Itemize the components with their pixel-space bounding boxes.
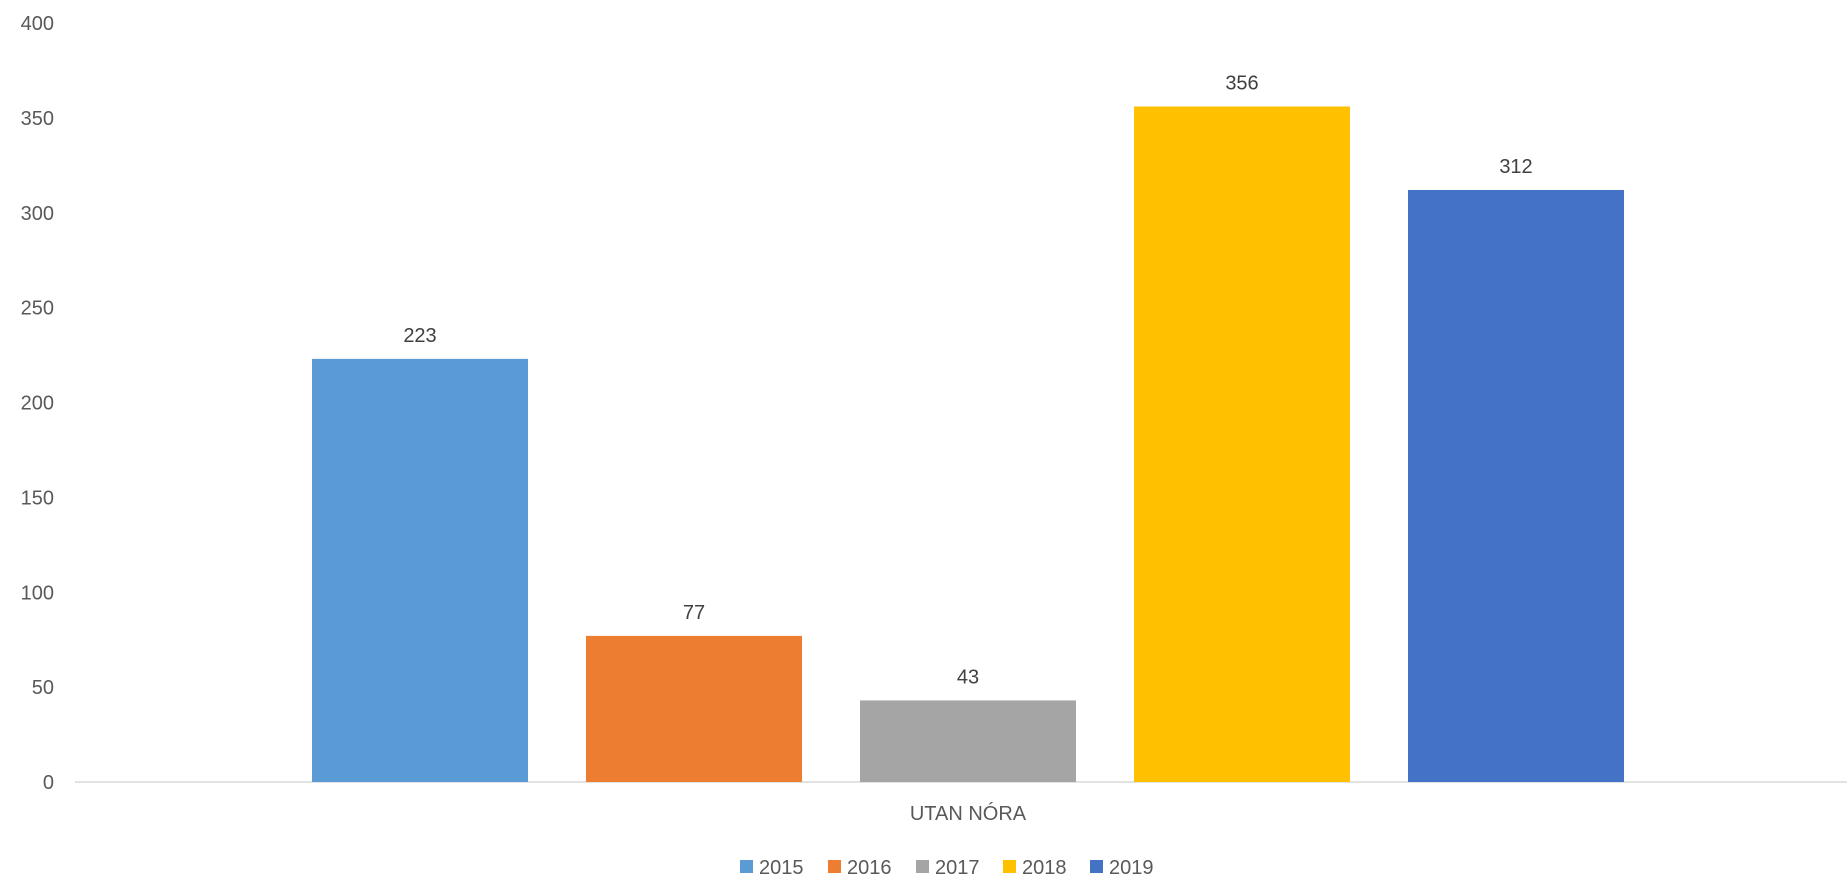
legend-swatch-2016 xyxy=(828,860,841,873)
legend-label-2015: 2015 xyxy=(759,857,804,879)
data-label-2018: 356 xyxy=(1225,72,1258,94)
y-tick-label: 250 xyxy=(21,298,54,320)
legend-label-2019: 2019 xyxy=(1109,857,1154,879)
data-label-2015: 223 xyxy=(403,325,436,347)
legend-swatch-2015 xyxy=(740,860,753,873)
data-label-2016: 77 xyxy=(683,602,705,624)
bars xyxy=(312,106,1624,783)
y-tick-label: 100 xyxy=(21,582,54,604)
bar-2018 xyxy=(1134,106,1350,783)
data-labels: 223 77 43 356 312 xyxy=(403,72,1532,688)
y-tick-label: 200 xyxy=(21,393,54,415)
y-tick-label: 0 xyxy=(43,772,54,794)
bar-2016 xyxy=(586,635,802,782)
legend-swatch-2019 xyxy=(1090,860,1103,873)
legend-label-2016: 2016 xyxy=(847,857,892,879)
legend-label-2017: 2017 xyxy=(935,857,980,879)
y-tick-label: 50 xyxy=(32,677,54,699)
data-label-2019: 312 xyxy=(1499,156,1532,178)
y-tick-label: 400 xyxy=(21,13,54,35)
bar-2017 xyxy=(860,700,1076,782)
y-axis-ticks: 0 50 100 150 200 250 300 350 400 xyxy=(21,13,54,794)
legend-label-2018: 2018 xyxy=(1022,857,1067,879)
legend-swatch-2018 xyxy=(1003,860,1016,873)
bar-2019 xyxy=(1408,189,1624,783)
legend-swatch-2017 xyxy=(916,860,929,873)
y-tick-label: 350 xyxy=(21,108,54,130)
y-tick-label: 150 xyxy=(21,487,54,509)
data-label-2017: 43 xyxy=(957,666,979,688)
y-tick-label: 300 xyxy=(21,203,54,225)
x-category-label: UTAN NÓRA xyxy=(910,802,1027,825)
legend: 2015 2016 2017 2018 2019 xyxy=(740,857,1154,879)
bar-2015 xyxy=(312,358,528,782)
